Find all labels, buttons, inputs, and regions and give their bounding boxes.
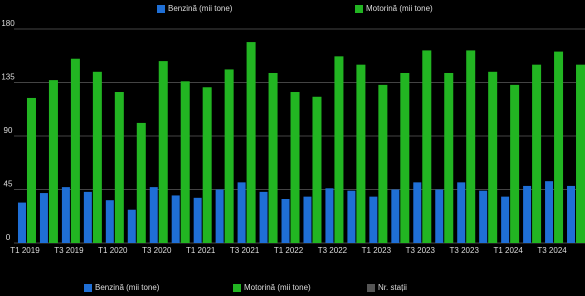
- bar: [312, 96, 322, 244]
- bar: [303, 196, 312, 243]
- bar: [171, 195, 180, 243]
- bar: [479, 190, 488, 243]
- bar: [281, 199, 290, 243]
- bar: [523, 185, 532, 243]
- bar: [136, 122, 146, 243]
- x-tick-label: T3 2021: [230, 246, 260, 255]
- y-tick-label: 45: [4, 180, 13, 189]
- x-tick-label: T1 2022: [274, 246, 304, 255]
- legend-bottom-label: Benzină (mii tone): [95, 283, 160, 292]
- bar: [510, 84, 520, 243]
- legend-bottom-swatch: [367, 284, 375, 292]
- bar: [259, 191, 268, 243]
- bar: [391, 189, 400, 243]
- bar: [246, 42, 256, 244]
- bar: [444, 72, 454, 243]
- bar: [567, 185, 576, 243]
- x-tick-label: T1 2023: [362, 246, 392, 255]
- bar: [127, 209, 136, 243]
- bar: [488, 71, 498, 243]
- bar: [554, 51, 564, 243]
- legend-bottom-label: Nr. stații: [378, 283, 407, 292]
- x-tick-label: T3 2019: [54, 246, 84, 255]
- y-tick-label: 135: [1, 73, 15, 82]
- y-tick-label: 90: [4, 126, 13, 135]
- bar: [457, 182, 466, 243]
- bar: [193, 197, 202, 243]
- bar: [400, 72, 410, 243]
- bar: [435, 189, 444, 243]
- bar: [268, 72, 278, 243]
- bar: [356, 64, 366, 244]
- bar: [39, 193, 48, 243]
- bar: [26, 97, 36, 243]
- legend-top-swatch: [355, 5, 363, 13]
- bar: [325, 188, 334, 243]
- x-tick-label: T3 2023: [406, 246, 436, 255]
- bar: [290, 92, 300, 243]
- bar: [532, 64, 542, 244]
- bar: [347, 190, 356, 243]
- bar: [215, 189, 224, 243]
- bar: [61, 187, 70, 243]
- bar: [576, 64, 585, 244]
- bar: [105, 200, 114, 243]
- bar: [17, 202, 26, 243]
- legend-bottom-swatch: [84, 284, 92, 292]
- y-tick-label: 180: [1, 19, 15, 28]
- bar: [70, 58, 80, 243]
- x-tick-label: T3 2020: [142, 246, 172, 255]
- bar: [413, 182, 422, 243]
- bar: [378, 84, 388, 243]
- bar: [369, 196, 378, 243]
- bar: [422, 50, 432, 244]
- legend-top-label: Benzină (mii tone): [168, 4, 233, 13]
- bar: [92, 71, 102, 243]
- bar: [158, 61, 168, 243]
- bar: [48, 80, 58, 243]
- y-tick-label: 0: [6, 233, 11, 242]
- x-tick-label: T3 2023: [450, 246, 480, 255]
- x-tick-label: T1 2019: [10, 246, 40, 255]
- bar: [83, 191, 92, 243]
- bar: [545, 181, 554, 243]
- x-tick-label: T3 2022: [318, 246, 348, 255]
- x-tick-label: T1 2020: [98, 246, 128, 255]
- bar: [202, 87, 212, 243]
- bar: [501, 196, 510, 243]
- bar: [149, 187, 158, 243]
- legend-bottom-label: Motorină (mii tone): [244, 283, 311, 292]
- bar: [180, 81, 190, 243]
- x-tick-label: T1 2024: [493, 246, 523, 255]
- legend-top-swatch: [157, 5, 165, 13]
- legend-top-label: Motorină (mii tone): [366, 4, 433, 13]
- legend-bottom-swatch: [233, 284, 241, 292]
- bar: [334, 56, 344, 243]
- x-tick-label: T3 2024: [537, 246, 567, 255]
- bar: [237, 182, 246, 243]
- bar: [466, 50, 476, 244]
- x-tick-label: T1 2021: [186, 246, 216, 255]
- bar: [114, 92, 124, 243]
- bar: [224, 69, 234, 243]
